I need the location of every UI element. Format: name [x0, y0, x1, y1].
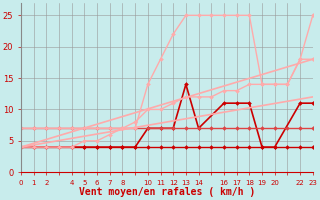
X-axis label: Vent moyen/en rafales ( km/h ): Vent moyen/en rafales ( km/h ): [79, 187, 255, 197]
